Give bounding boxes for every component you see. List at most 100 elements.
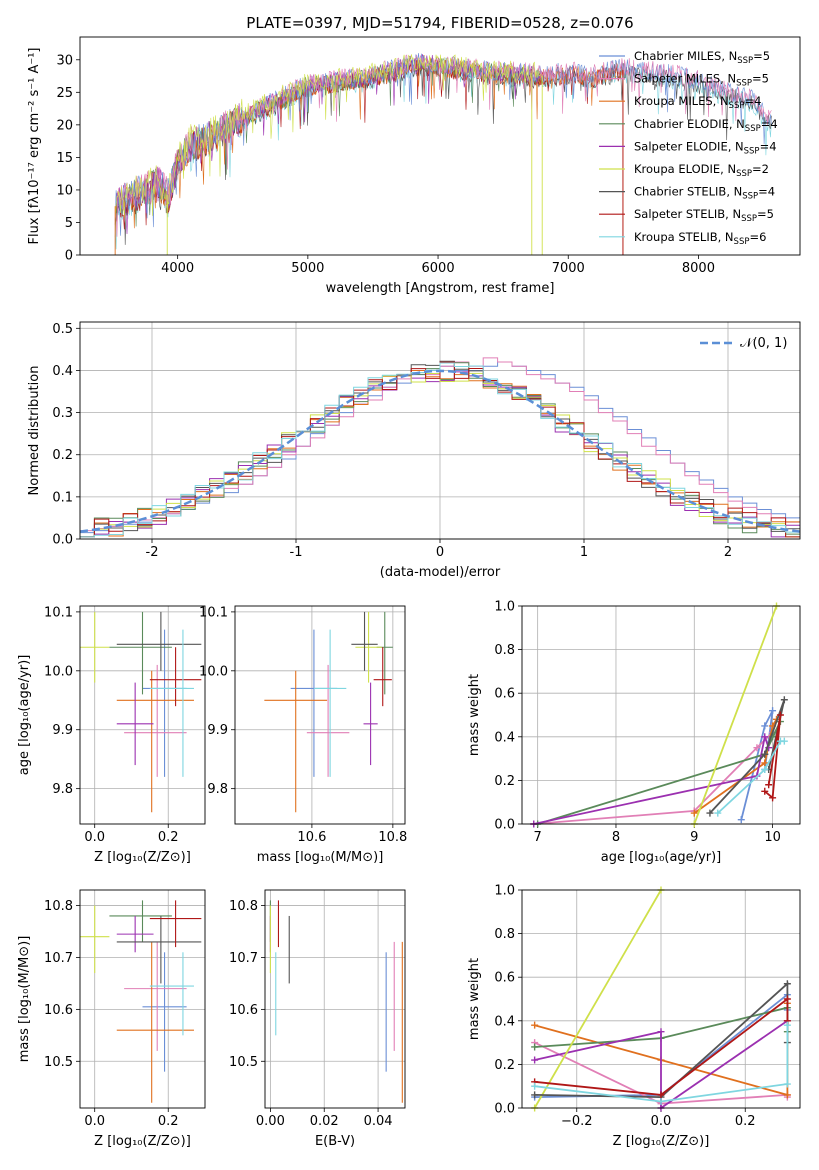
weight-marker-chab_miles <box>761 722 769 730</box>
axes-frame <box>521 605 801 825</box>
tick-label-y: 5 <box>65 216 73 231</box>
spectrum-line-salp_miles <box>114 54 772 237</box>
tick-label-y: 0.6 <box>494 687 515 702</box>
axes-frame <box>234 605 406 825</box>
weight-marker-chab_stelib <box>783 980 791 988</box>
tick-label-y: 10.1 <box>44 605 73 620</box>
legend-sub: SSP <box>729 101 745 111</box>
weight-marker-chab_stelib <box>780 696 788 704</box>
tick-label-y: 0.2 <box>52 448 73 463</box>
legend-label: 𝒩(0, 1) <box>740 336 787 351</box>
tick-label-y: 0.1 <box>52 490 73 505</box>
legend-tail: =5 <box>757 207 774 221</box>
tick-label-x: 10.8 <box>378 830 407 845</box>
spectrum-line-chab_miles <box>114 53 772 236</box>
tick-label-y: 10.5 <box>229 1055 258 1070</box>
tick-label-x: 0.04 <box>364 1114 393 1129</box>
y-axis-label: age [log₁₀(age/yr)] <box>17 655 32 776</box>
tick-label-x: -1 <box>290 545 303 560</box>
tick-label-y: 1.0 <box>494 600 515 615</box>
legend-tail: =4 <box>758 185 775 199</box>
tick-label-y: 0.0 <box>494 818 515 833</box>
legend: 𝒩(0, 1) <box>700 336 787 351</box>
weight-marker-chab_elodie <box>531 1043 539 1051</box>
tick-label-x: 4000 <box>161 261 194 276</box>
tick-label-x: 0.02 <box>310 1114 339 1129</box>
tick-label-y: 9.8 <box>52 782 73 797</box>
weight-marker-krou_miles <box>531 1021 539 1029</box>
legend-sub: SSP <box>736 79 752 89</box>
weight-marker-krou_miles <box>690 809 698 817</box>
weight-marker-chab_stelib <box>706 809 714 817</box>
weight-marker-chab_stelib <box>531 1091 539 1099</box>
legend-tail: =4 <box>760 139 777 153</box>
tick-label-x: 8000 <box>682 261 715 276</box>
tick-label-x: -2 <box>146 545 159 560</box>
tick-label-x: 9 <box>690 830 698 845</box>
weight-marker-salp_miles <box>753 744 761 752</box>
weight-marker-krou_stelib <box>780 737 788 745</box>
x-axis-label: wavelength [Angstrom, rest frame] <box>326 281 555 296</box>
tick-label-y: 9.9 <box>52 723 73 738</box>
panel-massweight_vs_Z: −0.2 0.0 0.2 0.0 0.2 0.4 0.6 0.8 1.0 Z [log₁₀(Z/Z… <box>467 884 801 1149</box>
legend-label: Salpeter STELIB, NSSP=5 <box>634 207 774 224</box>
y-axis-label: mass weight <box>467 674 482 756</box>
legend-label: Salpeter ELODIE, NSSP=4 <box>634 139 777 156</box>
tick-label-y: 10.1 <box>199 605 228 620</box>
tick-label-y: 0.8 <box>494 643 515 658</box>
legend: Chabrier MILES, NSSP=5 Salpeter MILES, NS… <box>599 49 778 247</box>
weight-marker-salp_stelib <box>769 794 777 802</box>
axes-frame <box>521 889 801 1109</box>
legend-label: Salpeter MILES, NSSP=5 <box>634 72 769 89</box>
weight-marker-krou_stelib <box>761 766 769 773</box>
weight-marker-krou_stelib <box>657 1097 665 1105</box>
x-axis-label: Z [log₁₀(Z/Z⊙)] <box>94 1134 191 1149</box>
tick-label-x: 0.0 <box>84 830 105 845</box>
tick-label-x: 1 <box>580 545 588 560</box>
axes-frame <box>79 36 801 256</box>
tick-label-y: 10.8 <box>44 899 73 914</box>
tick-label-x: 0.2 <box>735 1114 756 1129</box>
legend-label: Chabrier ELODIE, NSSP=4 <box>634 117 778 134</box>
y-axis-label: mass [log₁₀(M/M⊙)] <box>17 936 32 1063</box>
tick-label-y: 0.2 <box>494 774 515 789</box>
weight-line-salp_miles <box>533 731 774 825</box>
panel-age_vs_Z: 0.0 0.2 9.8 9.9 10.0 10.1 Z [log₁₀(Z/Z⊙)] age [… <box>17 605 206 865</box>
x-axis-label: Z [log₁₀(Z/Z⊙)] <box>94 850 191 865</box>
weight-line-krou_elodie <box>533 889 662 1109</box>
x-axis-label: Z [log₁₀(Z/Z⊙)] <box>613 1134 710 1149</box>
tick-label-y: 0.8 <box>494 927 515 942</box>
tick-label-y: 9.9 <box>207 723 228 738</box>
weight-line-salp_stelib <box>764 714 782 800</box>
weight-line-krou_elodie <box>693 605 778 825</box>
legend-tail: =4 <box>761 117 778 131</box>
tick-label-y: 10.7 <box>229 951 258 966</box>
tick-label-y: 0.4 <box>52 364 73 379</box>
weight-marker-salp_elodie <box>761 733 769 741</box>
tick-label-x: 10.6 <box>297 830 326 845</box>
tick-label-x: 6000 <box>422 261 455 276</box>
tick-label-y: 0.4 <box>494 1014 515 1029</box>
weight-line-krou_stelib <box>534 1025 789 1103</box>
tick-label-x: 7000 <box>552 261 585 276</box>
weight-marker-salp_elodie <box>531 1056 539 1064</box>
axes-frame <box>79 889 206 1109</box>
legend-sub: SSP <box>744 146 760 156</box>
y-axis-label: Normed distribution <box>27 366 42 496</box>
weight-line-salp_stelib <box>534 997 789 1096</box>
weight-marker-salp_stelib <box>761 787 769 795</box>
legend-tail: =5 <box>753 49 770 63</box>
tick-label-y: 10.8 <box>229 899 258 914</box>
weight-line-chab_miles <box>740 710 774 820</box>
tick-label-y: 10.0 <box>199 664 228 679</box>
tick-label-x: 10 <box>764 830 781 845</box>
legend-sub: SSP <box>736 169 752 179</box>
tick-label-y: 10.6 <box>229 1003 258 1018</box>
tick-label-y: 0.4 <box>494 730 515 745</box>
panel-massweight_vs_age: 7 8 9 10 0.0 0.2 0.4 0.6 0.8 1.0 age [log₁₀(age/yr… <box>467 600 801 865</box>
legend-sub: SSP <box>745 124 761 134</box>
tick-label-y: 0.0 <box>52 533 73 548</box>
legend-sub: SSP <box>737 56 753 66</box>
y-axis-label: Flux [fλ10⁻¹⁷ erg cm⁻² s⁻¹ A⁻¹] <box>27 48 42 245</box>
